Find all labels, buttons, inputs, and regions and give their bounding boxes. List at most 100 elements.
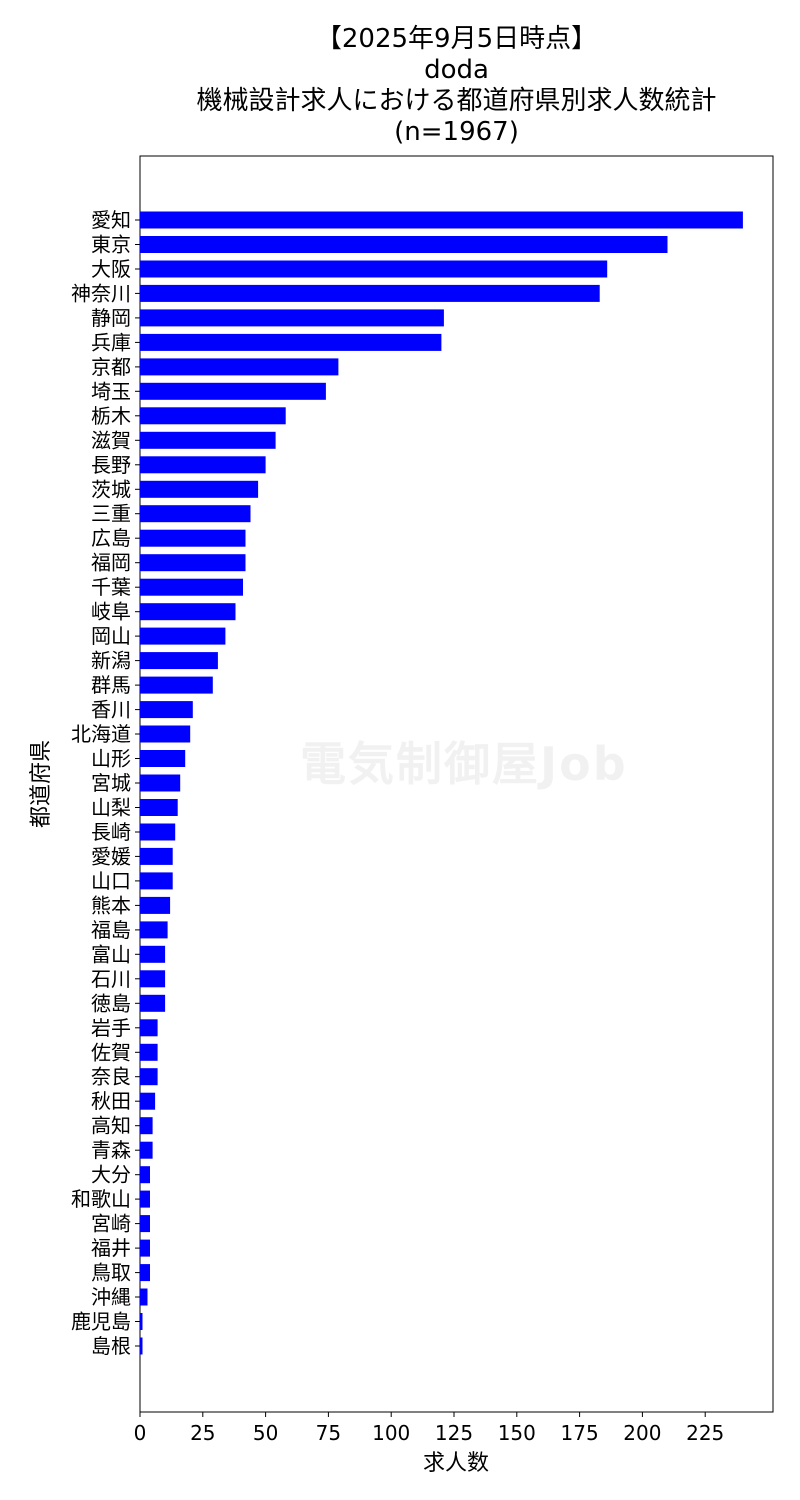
y-tick-label-3: 神奈川 xyxy=(71,281,131,305)
bar-20 xyxy=(140,701,193,719)
y-tick-label-45: 鹿児島 xyxy=(71,1310,131,1334)
bar-3 xyxy=(140,284,600,302)
y-tick-labels: 愛知東京大阪神奈川静岡兵庫京都埼玉栃木滋賀長野茨城三重広島福岡千葉岐阜岡山新潟群… xyxy=(71,208,140,1358)
bar-38 xyxy=(140,1141,153,1159)
y-tick-label-25: 長崎 xyxy=(91,820,131,844)
y-tick-label-32: 徳島 xyxy=(91,991,131,1015)
bar-32 xyxy=(140,994,166,1012)
y-tick-label-44: 沖縄 xyxy=(91,1285,131,1309)
bar-19 xyxy=(140,676,213,694)
x-axis-label: 求人数 xyxy=(423,1451,489,1476)
bar-27 xyxy=(140,872,173,890)
bar-7 xyxy=(140,382,326,400)
title-line-3: 機械設計求人における都道府県別求人数統計 xyxy=(196,86,717,116)
y-tick-label-19: 群馬 xyxy=(91,673,131,697)
bar-31 xyxy=(140,970,166,988)
x-tick-label-1: 25 xyxy=(190,1421,215,1445)
y-tick-label-1: 東京 xyxy=(91,233,131,257)
y-tick-label-31: 石川 xyxy=(91,967,131,991)
y-tick-label-6: 京都 xyxy=(91,355,131,379)
y-tick-label-7: 埼玉 xyxy=(91,379,131,403)
y-tick-label-9: 滋賀 xyxy=(91,428,131,452)
y-tick-label-41: 宮崎 xyxy=(91,1212,131,1236)
y-tick-label-34: 佐賀 xyxy=(91,1040,131,1064)
y-tick-label-22: 山形 xyxy=(91,747,131,771)
title-line-1: 【2025年9月5日時点】 xyxy=(315,24,598,54)
y-tick-label-8: 栃木 xyxy=(91,404,131,428)
y-tick-label-14: 福岡 xyxy=(91,551,131,575)
y-tick-label-46: 島根 xyxy=(91,1334,131,1358)
bar-13 xyxy=(140,529,246,547)
bar-5 xyxy=(140,333,442,351)
bar-6 xyxy=(140,358,339,376)
x-ticks: 0 25 50 75 100 125 150 175 200 225 xyxy=(134,1412,724,1445)
bar-15 xyxy=(140,578,243,596)
y-tick-label-24: 山梨 xyxy=(91,796,131,820)
x-tick-label-6: 150 xyxy=(498,1421,536,1445)
bar-14 xyxy=(140,554,246,572)
bar-22 xyxy=(140,750,186,767)
title-line-4: (n=1967) xyxy=(394,117,519,147)
bar-24 xyxy=(140,799,178,816)
bar-29 xyxy=(140,921,168,939)
y-tick-label-40: 和歌山 xyxy=(71,1187,131,1211)
x-tick-label-3: 75 xyxy=(316,1421,341,1445)
bar-23 xyxy=(140,774,181,792)
y-tick-label-42: 福井 xyxy=(91,1236,131,1260)
y-tick-label-26: 愛媛 xyxy=(91,844,131,868)
y-tick-label-15: 千葉 xyxy=(91,575,131,599)
bar-41 xyxy=(140,1215,150,1233)
title-line-2: doda xyxy=(424,55,489,85)
bar-26 xyxy=(140,847,173,865)
bar-11 xyxy=(140,480,259,498)
y-tick-label-23: 宮城 xyxy=(91,771,131,795)
bar-30 xyxy=(140,945,166,963)
chart-title: 【2025年9月5日時点】 doda 機械設計求人における都道府県別求人数統計 (n=… xyxy=(140,24,773,148)
bar-44 xyxy=(140,1288,148,1306)
bar-8 xyxy=(140,407,286,425)
y-tick-label-5: 兵庫 xyxy=(91,330,131,354)
bar-35 xyxy=(140,1068,158,1086)
bar-45 xyxy=(140,1313,143,1330)
bar-18 xyxy=(140,652,218,670)
y-tick-label-0: 愛知 xyxy=(91,208,131,232)
x-tick-label-4: 100 xyxy=(372,1421,410,1445)
y-tick-label-13: 広島 xyxy=(91,526,131,550)
y-tick-label-21: 北海道 xyxy=(71,722,131,746)
bar-28 xyxy=(140,896,171,914)
y-tick-label-11: 茨城 xyxy=(91,477,131,501)
watermark-logo: 電気制御屋Job xyxy=(300,737,628,791)
bar-21 xyxy=(140,725,191,743)
bar-34 xyxy=(140,1043,158,1061)
bars xyxy=(140,211,743,1355)
y-tick-label-27: 山口 xyxy=(91,869,131,893)
y-tick-label-35: 奈良 xyxy=(91,1065,131,1089)
y-tick-label-12: 三重 xyxy=(91,502,131,526)
bar-39 xyxy=(140,1166,150,1184)
bar-40 xyxy=(140,1190,150,1208)
y-tick-label-4: 静岡 xyxy=(91,306,131,330)
bar-1 xyxy=(140,236,668,253)
x-tick-label-0: 0 xyxy=(134,1421,147,1445)
bar-12 xyxy=(140,505,251,523)
bar-17 xyxy=(140,627,226,645)
bar-43 xyxy=(140,1264,150,1282)
bar-16 xyxy=(140,603,236,621)
bar-33 xyxy=(140,1019,158,1037)
y-axis-label: 都道府県 xyxy=(29,740,54,828)
y-tick-label-10: 長野 xyxy=(91,453,131,477)
y-tick-label-29: 福島 xyxy=(91,918,131,942)
y-tick-label-37: 高知 xyxy=(91,1114,131,1138)
y-tick-label-17: 岡山 xyxy=(91,624,131,648)
y-tick-label-28: 熊本 xyxy=(91,893,131,917)
y-tick-label-38: 青森 xyxy=(91,1138,131,1162)
bar-4 xyxy=(140,309,444,327)
y-tick-label-39: 大分 xyxy=(91,1163,131,1187)
bar-46 xyxy=(140,1337,143,1355)
x-tick-label-2: 50 xyxy=(253,1421,278,1445)
x-tick-label-9: 225 xyxy=(686,1421,724,1445)
bar-2 xyxy=(140,260,608,278)
y-tick-label-16: 岐阜 xyxy=(91,600,131,624)
bar-0 xyxy=(140,211,743,229)
bar-25 xyxy=(140,823,176,841)
